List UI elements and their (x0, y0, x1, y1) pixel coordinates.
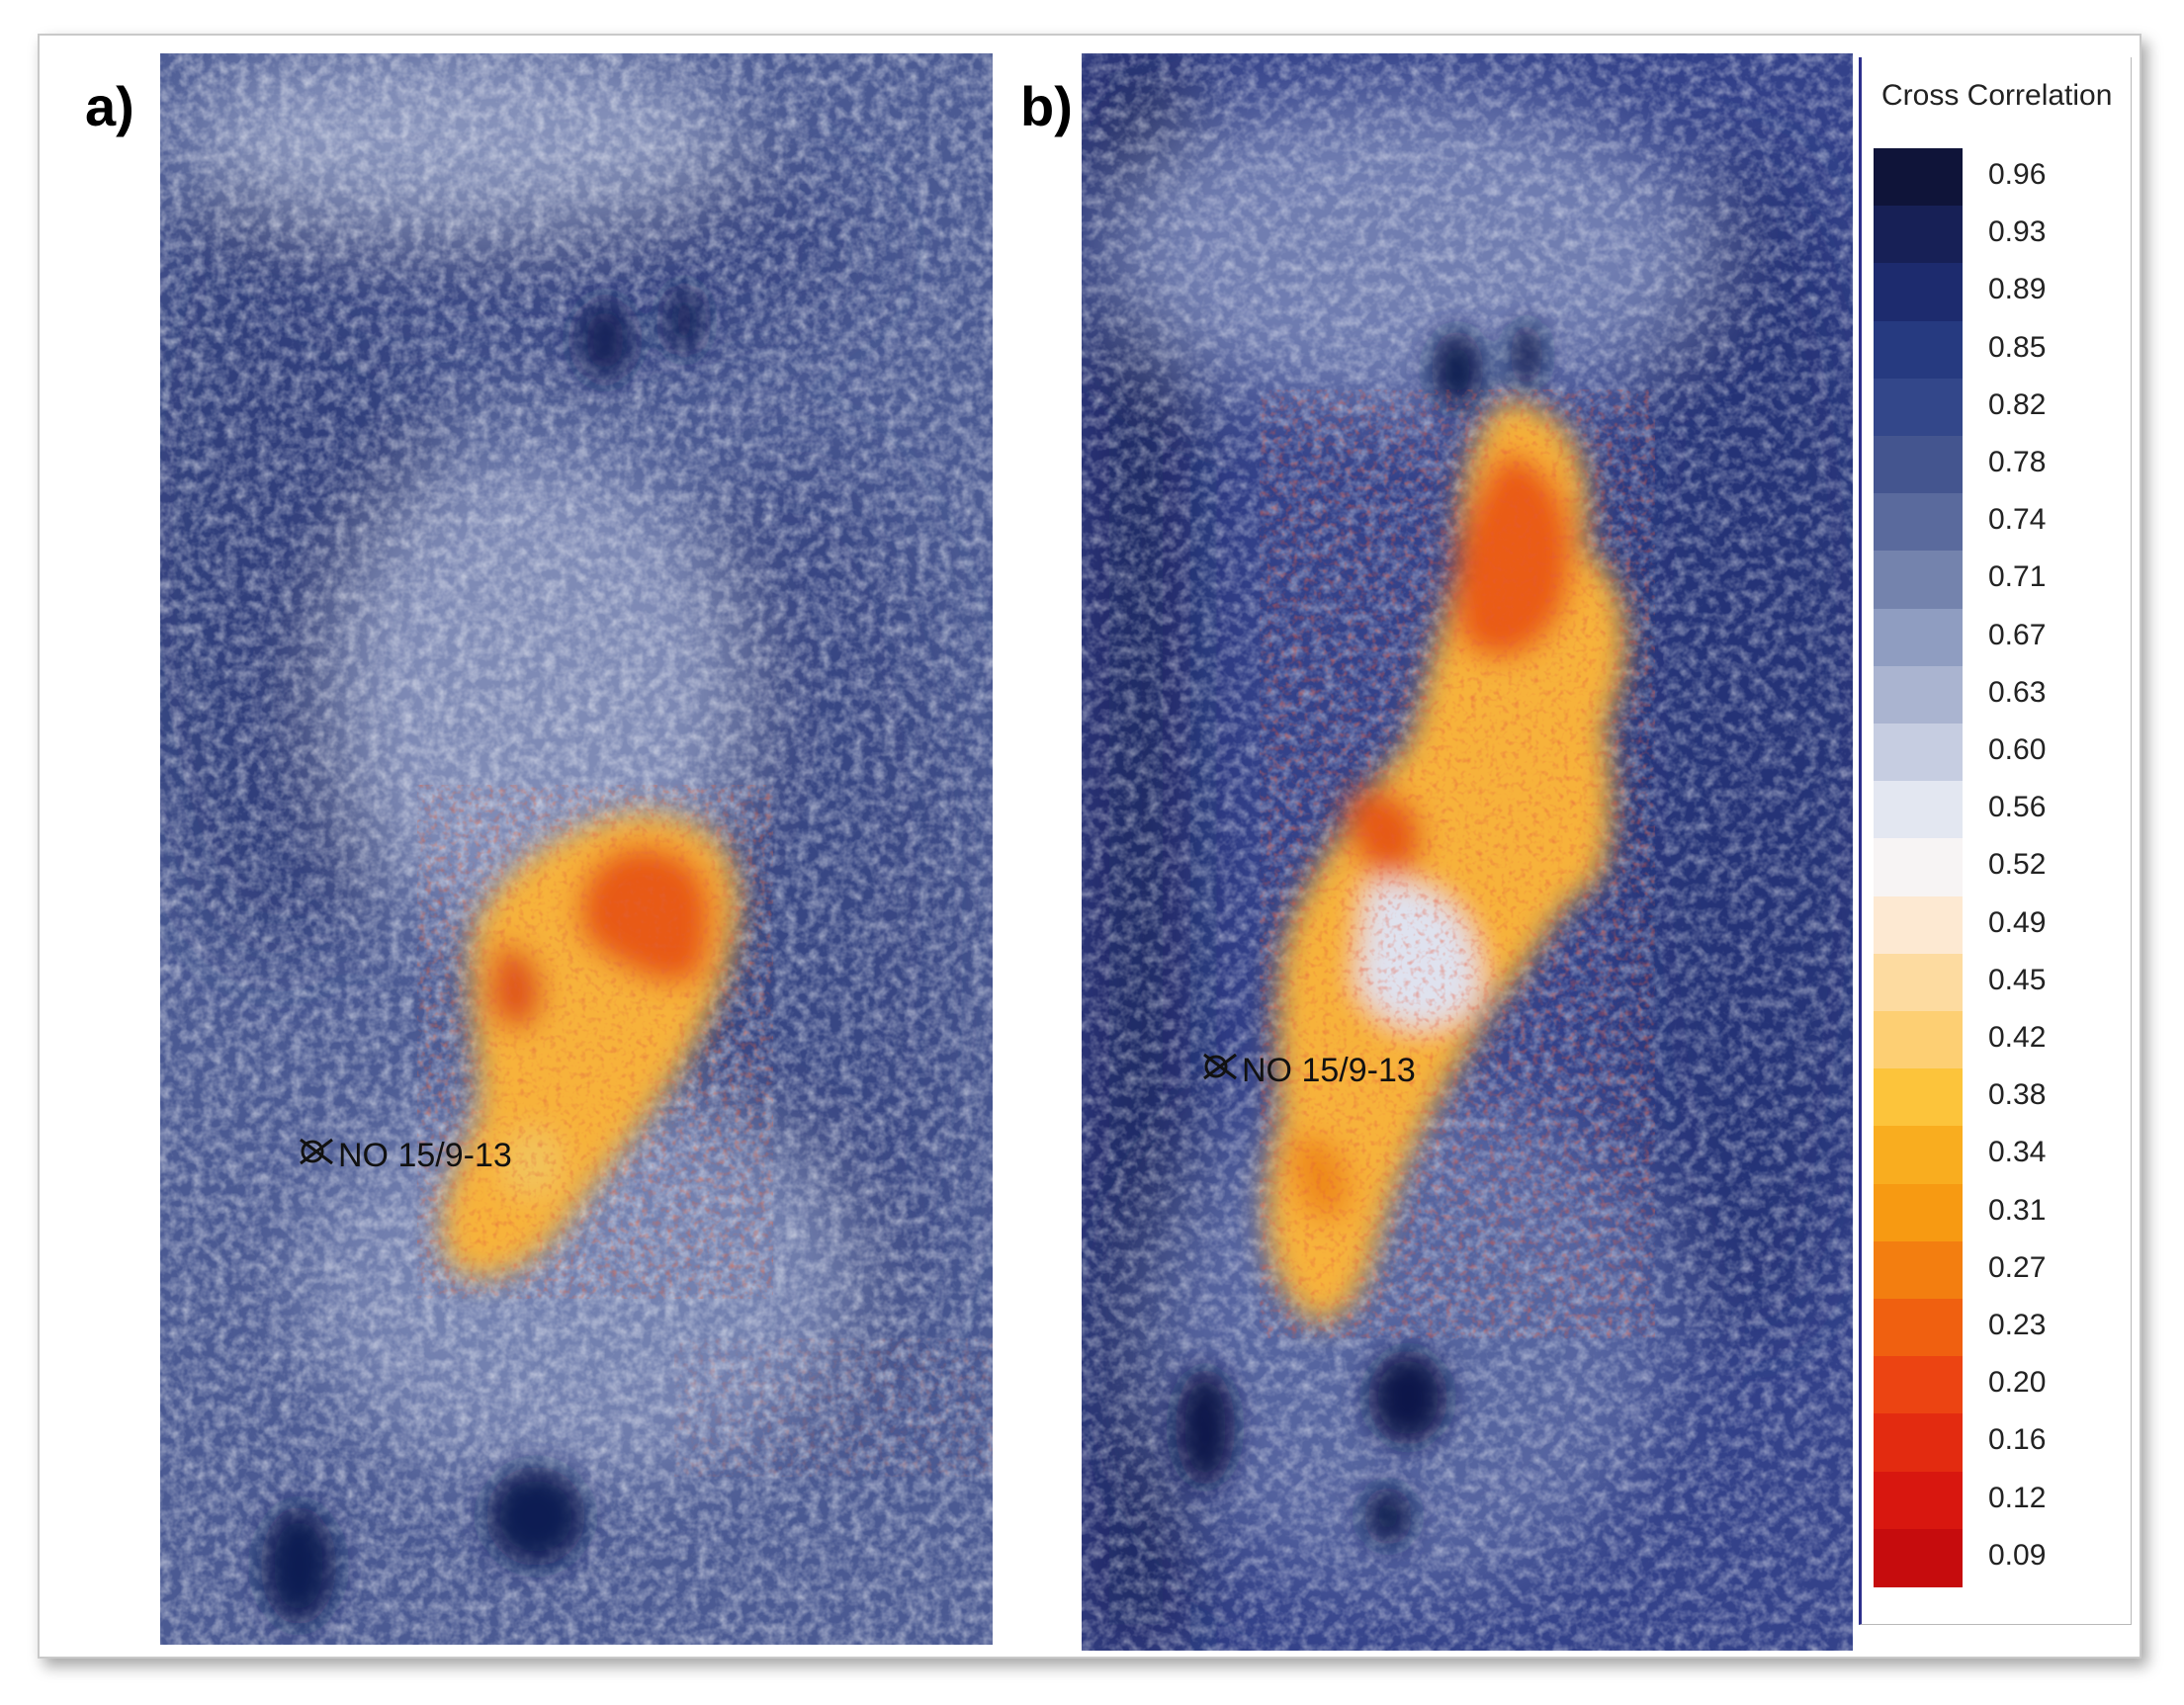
legend-tick-label: 0.85 (1988, 330, 2047, 364)
legend-tick-label: 0.23 (1988, 1309, 2047, 1341)
legend-tick-label: 0.27 (1988, 1250, 2047, 1284)
legend-tick-label: 0.93 (1988, 215, 2047, 249)
colorbar-swatch (1874, 1068, 1963, 1127)
colorbar-swatch (1874, 953, 1963, 1012)
colorbar-swatch (1874, 1299, 1963, 1357)
map-panel-b (1082, 53, 1853, 1651)
colorbar-swatch (1874, 665, 1963, 725)
colorbar-swatch (1874, 895, 1963, 955)
legend-tick-label: 0.38 (1988, 1078, 2047, 1112)
colorbar-swatch (1874, 1356, 1963, 1414)
colorbar-swatch (1874, 378, 1963, 437)
legend-tick-label: 0.74 (1988, 503, 2047, 537)
colorbar-swatch (1874, 608, 1963, 667)
colorbar-swatch (1874, 1528, 1963, 1587)
well-marker-b: NO 15/9-13 (1200, 1052, 1416, 1087)
legend-tick-label: 0.82 (1988, 387, 2047, 421)
well-symbol-icon (297, 1137, 336, 1172)
colorbar-swatch (1874, 724, 1963, 782)
map-a-image (160, 53, 993, 1645)
colorbar-swatch (1874, 1471, 1963, 1530)
well-label-a: NO 15/9-13 (338, 1137, 512, 1174)
colorbar (1874, 148, 1963, 1587)
colorbar-swatch (1874, 1413, 1963, 1473)
legend-tick-label: 0.60 (1988, 733, 2047, 766)
legend-tick-label: 0.63 (1988, 675, 2047, 709)
panel-label-b: b) (1020, 75, 1073, 137)
colorbar-swatch (1874, 263, 1963, 322)
legend-tick-label: 0.42 (1988, 1021, 2047, 1054)
legend-tick-label: 0.16 (1988, 1423, 2047, 1457)
legend-tick-label: 0.56 (1988, 791, 2047, 824)
legend-tick-label: 0.20 (1988, 1366, 2047, 1400)
colorbar-swatch (1874, 838, 1963, 897)
well-label-b: NO 15/9-13 (1242, 1052, 1416, 1089)
colorbar-swatch (1874, 206, 1963, 264)
legend-tick-label: 0.52 (1988, 848, 2047, 882)
legend-tick-label: 0.12 (1988, 1481, 2047, 1514)
legend-tick-label: 0.49 (1988, 905, 2047, 939)
colorbar-swatch (1874, 1183, 1963, 1242)
legend-tick-label: 0.71 (1988, 560, 2047, 594)
colorbar-swatch (1874, 493, 1963, 552)
legend-tick-label: 0.67 (1988, 618, 2047, 651)
colorbar-swatch (1874, 1240, 1963, 1300)
map-panel-a (160, 53, 993, 1645)
legend-tick-label: 0.34 (1988, 1136, 2047, 1169)
colorbar-swatch (1874, 436, 1963, 494)
colorbar-swatch (1874, 148, 1963, 207)
colorbar-swatch (1874, 551, 1963, 610)
legend-tick-label: 0.45 (1988, 963, 2047, 996)
colorbar-swatch (1874, 781, 1963, 839)
panel-label-a: a) (85, 75, 134, 137)
legend-tick-label: 0.78 (1988, 446, 2047, 478)
legend-tick-label: 0.09 (1988, 1538, 2047, 1572)
map-b-image (1082, 53, 1853, 1651)
legend-title: Cross Correlation (1881, 79, 2113, 112)
colorbar-swatch (1874, 1011, 1963, 1069)
legend-tick-label: 0.96 (1988, 158, 2047, 191)
legend-tick-label: 0.31 (1988, 1193, 2047, 1227)
well-symbol-icon (1200, 1052, 1240, 1087)
colorbar-swatch (1874, 320, 1963, 380)
color-legend: Cross Correlation 0.96 0.93 0.89 0.85 0.82 0.… (1859, 57, 2132, 1625)
well-marker-a: NO 15/9-13 (297, 1137, 512, 1172)
legend-tick-label: 0.89 (1988, 273, 2047, 306)
colorbar-swatch (1874, 1126, 1963, 1185)
